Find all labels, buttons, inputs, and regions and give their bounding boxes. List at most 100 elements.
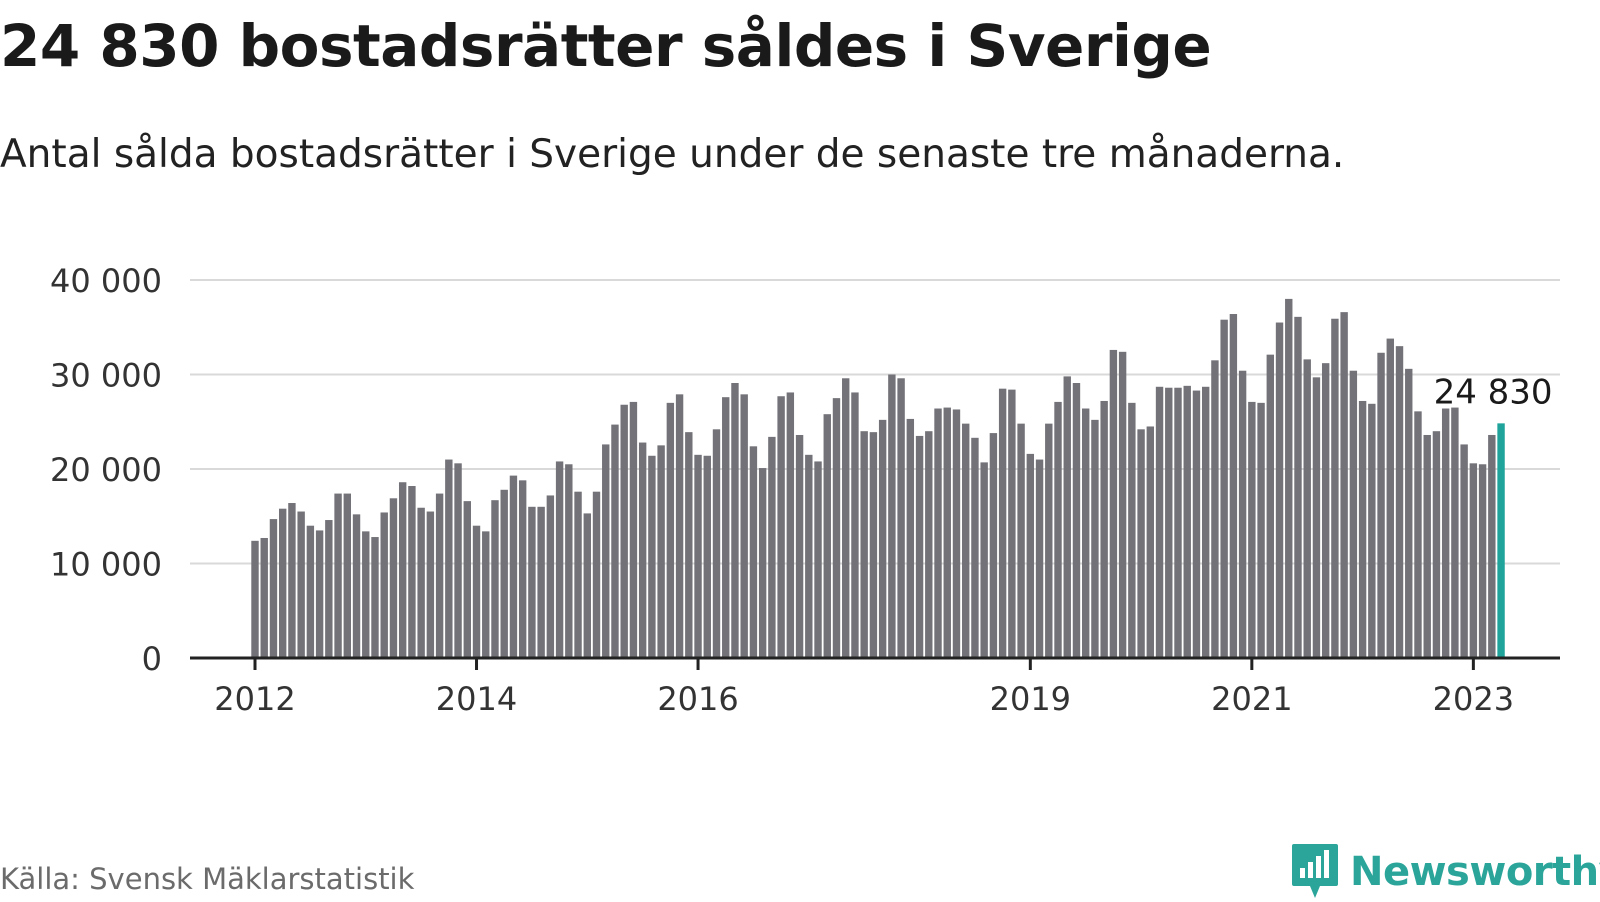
bar [768, 436, 776, 658]
brand-name: Newsworthy [1350, 849, 1600, 895]
bar [546, 495, 555, 658]
bar [795, 434, 804, 658]
bar [1312, 377, 1321, 658]
bars [251, 298, 1505, 658]
y-tick-label: 0 [142, 640, 162, 678]
bar [1321, 363, 1330, 658]
bar [602, 444, 610, 658]
bar [315, 530, 324, 658]
bar [288, 503, 296, 658]
bar [1017, 423, 1025, 658]
bar [472, 525, 481, 658]
bar [722, 397, 730, 658]
bar [1201, 386, 1210, 658]
x-axis-labels: 2012 2014 2016 2019 2021 2023 [214, 680, 1514, 718]
bar [1100, 400, 1108, 658]
bar [823, 414, 831, 658]
bar [537, 506, 545, 658]
bar [611, 424, 619, 658]
bar [703, 455, 711, 658]
bar [1128, 402, 1136, 658]
bar [482, 531, 490, 658]
bar [1451, 407, 1459, 658]
bar [1211, 360, 1219, 658]
bar [1340, 312, 1348, 658]
bar [334, 493, 342, 658]
bar [435, 493, 444, 658]
bar [842, 378, 850, 658]
bar [306, 525, 315, 658]
chart-subtitle: Antal sålda bostadsrätter i Sverige unde… [0, 132, 1345, 177]
bar [1414, 411, 1422, 658]
bar [758, 468, 767, 658]
bar [1082, 408, 1090, 658]
bar [1026, 453, 1035, 658]
bar [777, 396, 785, 658]
bar [814, 461, 822, 658]
bar [860, 431, 868, 658]
bar [1220, 319, 1228, 658]
bar [251, 540, 259, 658]
bar [297, 511, 305, 658]
bar [574, 491, 582, 658]
bar [1423, 434, 1431, 658]
bar [565, 464, 573, 658]
brand-logo[interactable]: Newsworthy [1290, 842, 1600, 902]
bar [749, 446, 758, 658]
bar [1460, 444, 1468, 658]
bar [371, 537, 379, 658]
bar [362, 531, 370, 658]
bar [1054, 401, 1062, 658]
bar [638, 442, 647, 658]
bar [989, 433, 998, 658]
bar [906, 418, 915, 658]
bar [454, 463, 462, 658]
bar [380, 512, 388, 658]
bar [1441, 408, 1450, 658]
x-tick-label: 2012 [214, 680, 295, 718]
bar [260, 537, 268, 658]
bar [1386, 338, 1394, 658]
bar [962, 423, 970, 658]
annotations: 24 830 [1434, 372, 1553, 412]
bar [666, 402, 675, 658]
y-tick-label: 40 000 [50, 262, 162, 300]
x-tick-label: 2021 [1211, 680, 1292, 718]
bar [897, 378, 905, 658]
bar [675, 394, 684, 658]
bar [1118, 351, 1127, 658]
bar [426, 511, 435, 658]
bar [1137, 429, 1145, 658]
highlight-value-label: 24 830 [1434, 372, 1553, 412]
bar [463, 501, 471, 658]
bar [1155, 386, 1164, 658]
bar [925, 431, 933, 658]
bar [1035, 459, 1044, 658]
bar [1349, 370, 1358, 658]
bar [786, 392, 795, 658]
bar [1183, 385, 1191, 658]
bar [1248, 401, 1256, 658]
bar [1405, 368, 1413, 658]
bar [998, 388, 1007, 658]
bar [518, 480, 527, 658]
bar [869, 432, 878, 658]
x-tick-label: 2019 [990, 680, 1071, 718]
bar [1238, 370, 1247, 658]
bar [528, 506, 536, 658]
bar [731, 383, 739, 658]
x-tick-label: 2023 [1433, 680, 1514, 718]
bar [1257, 402, 1265, 658]
y-tick-label: 20 000 [50, 451, 162, 489]
bar [1368, 403, 1376, 658]
bar [1303, 359, 1311, 658]
bar [445, 459, 453, 658]
bar [491, 500, 499, 658]
x-tick-label: 2016 [657, 680, 738, 718]
bar [629, 401, 638, 658]
bar [592, 491, 601, 658]
bar [1229, 314, 1238, 658]
bar [1377, 352, 1385, 658]
bar [1109, 349, 1118, 658]
bar [915, 435, 924, 658]
